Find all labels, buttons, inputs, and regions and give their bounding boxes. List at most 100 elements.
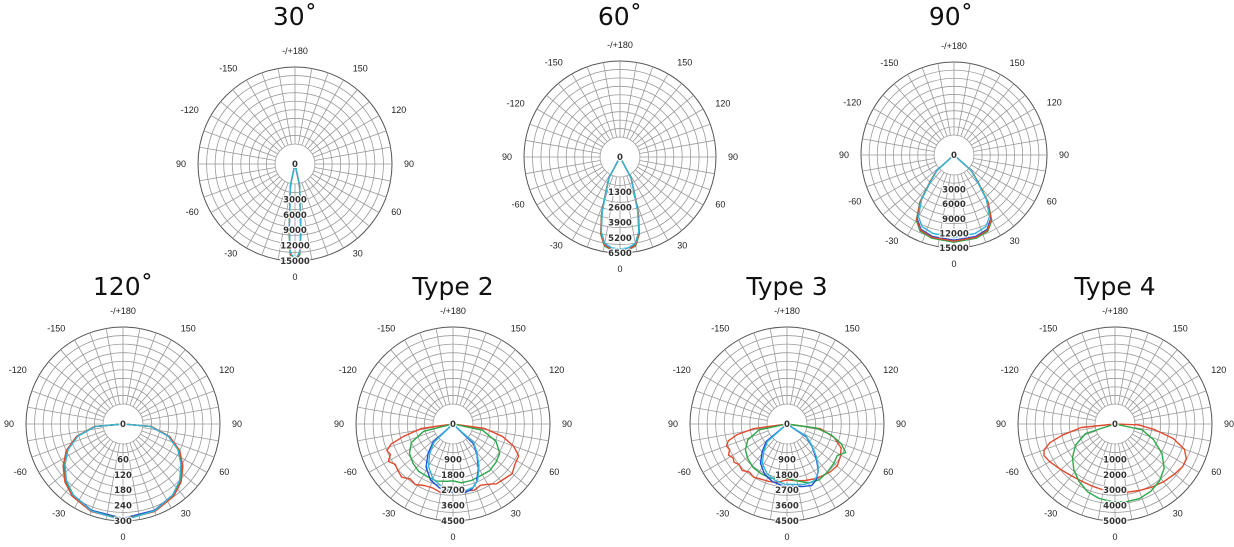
grid-spoke xyxy=(74,339,114,407)
grid-spoke xyxy=(419,332,447,406)
grid-spoke xyxy=(971,108,1035,146)
angle-label-right-mid-lower: 60 xyxy=(1211,467,1221,477)
grid-spoke xyxy=(142,406,219,421)
angle-label-right-mid-upper: 120 xyxy=(549,365,564,375)
grid-spoke xyxy=(135,349,186,409)
grid-spoke xyxy=(1052,439,1103,499)
grid-spoke xyxy=(960,173,987,243)
grid-spoke xyxy=(314,167,391,182)
grid-spoke xyxy=(468,436,528,487)
grid-spoke xyxy=(623,176,638,252)
grid-spoke xyxy=(390,349,441,409)
chart-type-2: Type 2 0 900 1800 2700 3600 4500 -/+180 0 -150 15… xyxy=(334,272,572,547)
grid-spoke xyxy=(966,170,1015,227)
grid-spoke xyxy=(470,433,538,473)
grid-spoke xyxy=(277,183,292,260)
grid-spoke xyxy=(632,172,683,231)
radial-tick-label: 2000 xyxy=(1103,471,1127,481)
grid-spoke xyxy=(132,339,172,407)
grid-spoke xyxy=(602,176,617,252)
angle-label-left-mid-lower: -60 xyxy=(1006,467,1019,477)
grid-spoke xyxy=(724,439,775,499)
angle-label-left: 90 xyxy=(334,419,344,429)
angle-label-bottom: 0 xyxy=(784,532,789,542)
radial-tick-label: 9000 xyxy=(942,215,966,225)
grid-spoke xyxy=(48,361,108,412)
radial-tick-label: 9000 xyxy=(283,226,307,236)
grid-spoke xyxy=(866,122,936,149)
angle-label-right-upper: 150 xyxy=(353,64,368,74)
grid-spoke xyxy=(141,390,215,418)
grid-spoke xyxy=(199,167,276,182)
radial-tick-label: 15000 xyxy=(939,244,969,254)
angle-label-left: 90 xyxy=(668,419,678,429)
angle-label-left: 90 xyxy=(996,419,1006,429)
angle-label-right: 90 xyxy=(562,419,572,429)
grid-spoke xyxy=(203,130,277,158)
angle-label-left-mid-upper: -120 xyxy=(507,98,525,108)
grid-spoke xyxy=(1097,328,1112,405)
radial-tick-label: 3900 xyxy=(608,219,632,229)
grid-spoke xyxy=(1040,436,1100,487)
angle-label-right: 90 xyxy=(1224,419,1234,429)
chart-30: 30˚ 0 3000 6000 9000 12000 15000 -/+180 0 -150 15… xyxy=(176,2,414,282)
angle-label-right-mid-lower: 60 xyxy=(219,467,229,477)
grid-spoke xyxy=(873,108,937,146)
angle-label-left-upper: -150 xyxy=(880,58,898,68)
angle-label-right-upper: 150 xyxy=(845,324,860,334)
grid-spoke xyxy=(298,183,313,260)
angle-label-left-mid-lower: -60 xyxy=(14,467,27,477)
polar-grid xyxy=(197,66,393,262)
series-line-1 xyxy=(408,423,501,484)
grid-spoke xyxy=(301,182,329,256)
grid-spoke xyxy=(1023,390,1097,418)
angle-label-bottom: 0 xyxy=(292,272,297,282)
grid-spoke xyxy=(129,332,157,406)
radial-tick-label: 180 xyxy=(114,486,132,496)
angle-label-right-mid-upper: 120 xyxy=(715,98,730,108)
polar-plot: 0 3000 6000 9000 12000 15000 -/+180 0 -150 150 -12… xyxy=(839,41,1069,269)
grid-spoke xyxy=(702,433,770,473)
grid-spoke xyxy=(378,361,438,412)
chart-title: 60˚ xyxy=(597,2,643,31)
grid-spoke xyxy=(1019,427,1096,442)
radial-tick-label: 1800 xyxy=(775,471,799,481)
grid-spoke xyxy=(199,146,276,161)
grid-spoke xyxy=(304,79,344,147)
radial-tick-label: 0 xyxy=(292,160,298,170)
polar-grid xyxy=(355,326,551,522)
grid-spoke xyxy=(873,164,937,202)
grid-spoke xyxy=(963,172,1001,236)
angle-label-right-mid-lower: 60 xyxy=(883,467,893,477)
grid-spoke xyxy=(232,179,283,239)
radial-tick-label: 1000 xyxy=(1103,455,1127,465)
grid-spoke xyxy=(907,172,945,236)
grid-spoke xyxy=(629,73,669,140)
grid-spoke xyxy=(140,375,208,415)
grid-spoke xyxy=(1127,349,1178,409)
grid-spoke xyxy=(804,375,872,415)
angle-label-left-lower: -30 xyxy=(550,241,563,251)
grid-spoke xyxy=(972,122,1042,149)
grid-spoke xyxy=(1124,441,1164,509)
angle-label-right-lower: 30 xyxy=(845,508,855,518)
polar-plot: 0 900 1800 2700 3600 4500 -/+180 0 -150 150 -120 12… xyxy=(334,306,572,542)
grid-spoke xyxy=(793,332,821,406)
grid-spoke xyxy=(277,68,292,145)
grid-spoke xyxy=(557,83,608,142)
angle-label-right-mid-lower: 60 xyxy=(391,207,401,217)
polar-plot: 0 900 1800 2700 3600 4500 -/+180 0 -150 150 -120 12… xyxy=(668,306,906,542)
grid-spoke xyxy=(126,443,141,520)
angle-label-right-mid-lower: 60 xyxy=(1047,196,1057,206)
grid-spoke xyxy=(638,123,711,151)
grid-spoke xyxy=(312,115,380,155)
grid-spoke xyxy=(866,161,936,188)
grid-spoke xyxy=(456,443,471,520)
grid-spoke xyxy=(368,375,436,415)
grid-spoke xyxy=(969,94,1026,143)
radial-tick-label: 3600 xyxy=(775,502,799,512)
angle-label-right-lower: 30 xyxy=(181,508,191,518)
grid-spoke xyxy=(893,170,942,227)
radial-tick-label: 4500 xyxy=(441,517,465,527)
polar-plot: 0 3000 6000 9000 12000 15000 -/+180 0 -150 150 -12… xyxy=(176,46,414,282)
